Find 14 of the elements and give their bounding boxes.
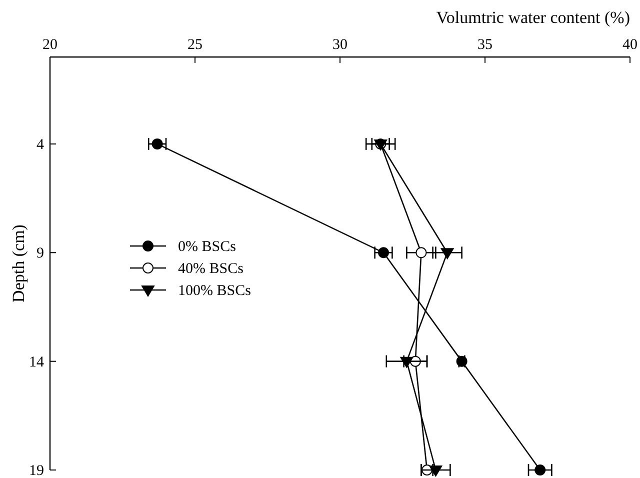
x-tick-label: 25 [188, 37, 202, 53]
x-tick-label: 20 [42, 37, 58, 53]
y-tick-label: 19 [29, 463, 44, 478]
y-tick-label: 4 [36, 136, 44, 153]
x-tick-label: 30 [332, 37, 348, 53]
y-axis-title: Depth (cm) [9, 224, 28, 302]
y-tick-label: 14 [29, 354, 44, 370]
y-tick-label: 9 [36, 246, 44, 262]
legend-label: 100% BSCs [178, 283, 252, 299]
x-tick-label: 40 [622, 37, 638, 53]
x-axis-title: Volumtric water content (%) [436, 8, 630, 27]
x-tick-label: 35 [478, 37, 492, 53]
legend-label: 0% BSCs [178, 239, 236, 255]
legend-label: 40% BSCs [178, 261, 244, 277]
